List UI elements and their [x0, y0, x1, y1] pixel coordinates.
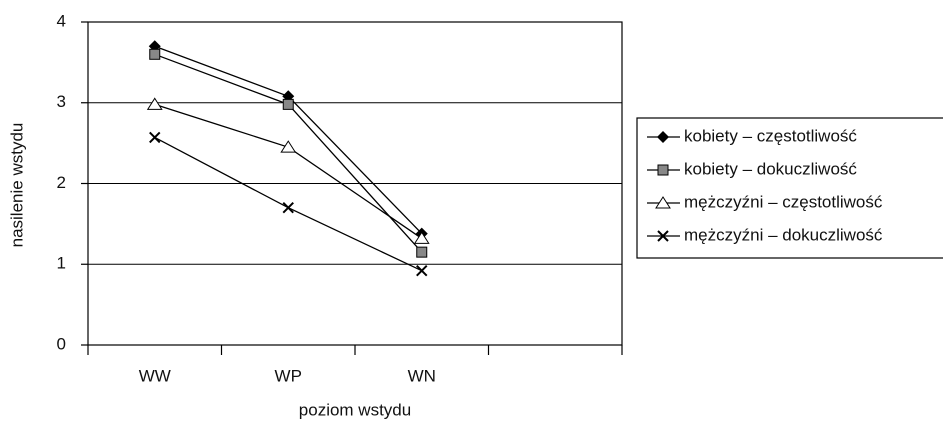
series-line [154, 136, 423, 272]
legend-label: kobiety – częstotliwość [684, 126, 857, 145]
y-tick-label: 0 [57, 334, 66, 353]
point [416, 265, 428, 277]
point [413, 231, 430, 244]
y-axis-label: nasilenie wstydu [7, 123, 26, 248]
point [146, 97, 163, 110]
x-tick-label: WW [139, 366, 171, 385]
series-line [154, 45, 423, 235]
legend-label: mężczyźni – częstotliwość [684, 192, 883, 211]
point [149, 131, 161, 144]
legend-marker [657, 131, 669, 143]
point [282, 98, 294, 110]
x-tick-label: WP [275, 366, 302, 385]
legend-marker [655, 196, 671, 209]
point [280, 140, 297, 153]
legend-label: kobiety – dokuczliwość [684, 159, 857, 178]
point [282, 202, 294, 214]
point [416, 246, 428, 258]
series-line [154, 53, 423, 253]
y-tick-label: 3 [57, 92, 66, 111]
legend-box [636, 117, 943, 259]
legend-label: mężczyźni – dokuczliwość [684, 225, 883, 244]
y-tick-label: 2 [57, 173, 66, 192]
point [149, 48, 161, 60]
legend-marker [657, 230, 669, 242]
series-line [154, 103, 423, 239]
y-tick-label: 1 [57, 254, 66, 273]
y-tick-label: 4 [57, 11, 66, 30]
legend-marker [657, 164, 669, 176]
x-axis-label: poziom wstydu [299, 400, 411, 419]
x-tick-label: WN [408, 366, 436, 385]
